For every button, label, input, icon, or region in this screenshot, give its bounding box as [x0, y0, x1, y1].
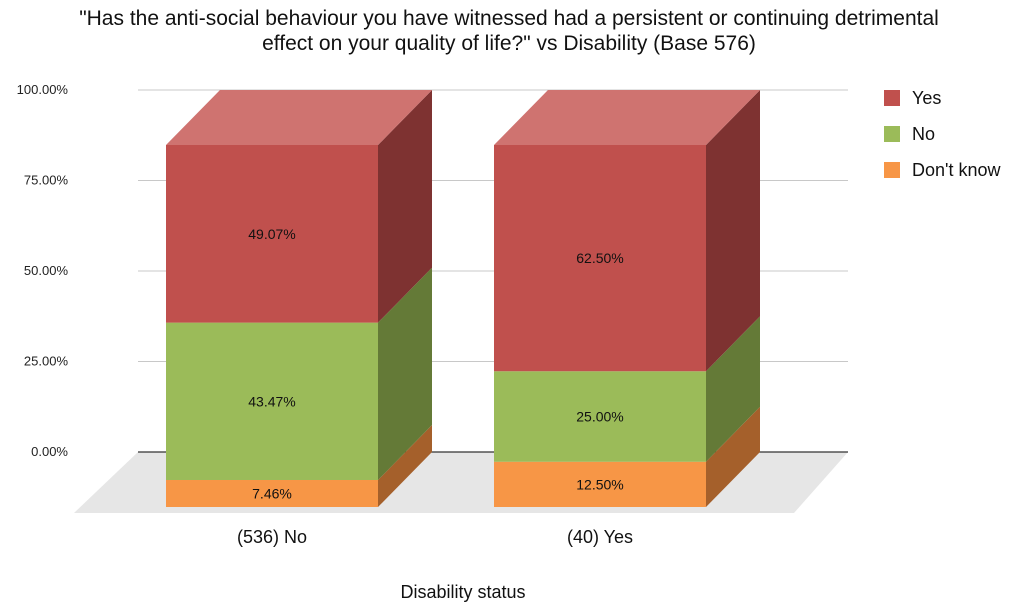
bar-segment [166, 145, 378, 323]
legend-item-no: No [884, 116, 1000, 152]
data-label: 62.50% [576, 250, 623, 266]
data-label: 49.07% [248, 226, 295, 242]
bar-segment [494, 145, 706, 372]
data-label: 12.50% [576, 476, 623, 492]
legend-swatch-no [884, 126, 900, 142]
bar-segment [494, 461, 706, 507]
bar-side-face [706, 406, 760, 507]
bar-top-face [494, 90, 760, 145]
x-category-label: (536) No [237, 527, 307, 547]
y-tick-label: 75.00% [24, 173, 69, 188]
bar-segment [166, 479, 378, 507]
legend-item-dont-know: Don't know [884, 152, 1000, 188]
labels-layer: 0.00% 25.00% 50.00% 75.00% 100.00% 7.46% 43.47… [17, 82, 633, 602]
y-tick-label: 100.00% [17, 82, 69, 97]
chart-title: "Has the anti-social behaviour you have … [0, 6, 1018, 56]
chart-title-line-1: "Has the anti-social behaviour you have … [79, 7, 939, 30]
bar-segment [166, 322, 378, 480]
data-label: 25.00% [576, 409, 623, 425]
bar-side-face [706, 90, 760, 372]
legend: Yes No Don't know [884, 80, 1000, 188]
data-label: 7.46% [252, 485, 292, 501]
y-tick-label: 0.00% [31, 444, 68, 459]
y-tick-label: 25.00% [24, 354, 69, 369]
bar-side-face [378, 424, 432, 507]
legend-swatch-yes [884, 90, 900, 106]
x-category-label: (40) Yes [567, 527, 633, 547]
legend-label-dont-know: Don't know [912, 159, 1001, 180]
bars-layer [166, 90, 760, 507]
data-label: 43.47% [248, 393, 295, 409]
y-tick-label: 50.00% [24, 263, 69, 278]
legend-item-yes: Yes [884, 80, 1000, 116]
chart-title-line-2: effect on your quality of life?" vs Disa… [262, 32, 756, 55]
bar-top-face [166, 90, 432, 145]
legend-label-yes: Yes [912, 87, 942, 108]
legend-label-no: No [912, 123, 936, 144]
bar-side-face [706, 316, 760, 462]
x-axis-title: Disability status [400, 582, 525, 602]
legend-swatch-dont-know [884, 162, 900, 178]
bar-segment [494, 371, 706, 462]
bar-side-face [378, 90, 432, 323]
bar-side-face [378, 267, 432, 480]
